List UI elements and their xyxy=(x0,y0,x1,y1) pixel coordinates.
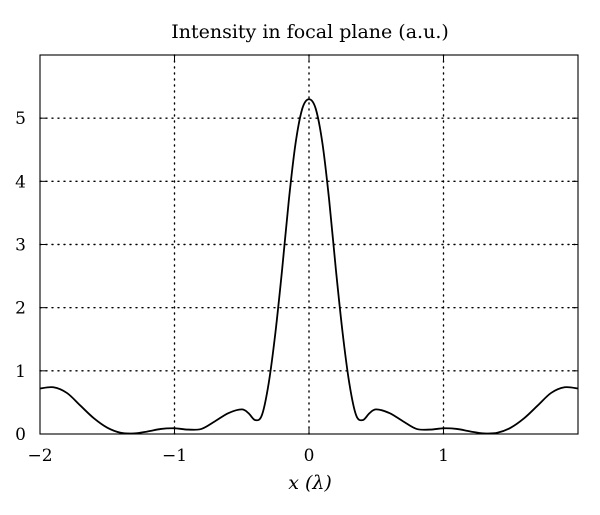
y-tick-label: 0 xyxy=(15,425,26,445)
x-axis-label: x (λ) xyxy=(288,472,332,494)
y-tick-label: 4 xyxy=(15,172,26,192)
tick-labels: −2 −1 0 1 0 1 2 3 4 5 xyxy=(15,109,449,466)
x-tick-label: 1 xyxy=(438,446,449,466)
x-tick-label: −2 xyxy=(27,446,52,466)
y-tick-label: 2 xyxy=(15,299,26,319)
intensity-curve xyxy=(39,98,579,435)
axis-ticks xyxy=(39,55,578,435)
y-tick-label: 5 xyxy=(15,109,26,129)
x-tick-label: 0 xyxy=(304,446,315,466)
grid-lines xyxy=(39,54,579,435)
chart-title: Intensity in focal plane (a.u.) xyxy=(171,21,449,43)
y-tick-label: 3 xyxy=(15,236,26,256)
y-tick-label: 1 xyxy=(15,362,26,382)
x-tick-label: −1 xyxy=(162,446,187,466)
